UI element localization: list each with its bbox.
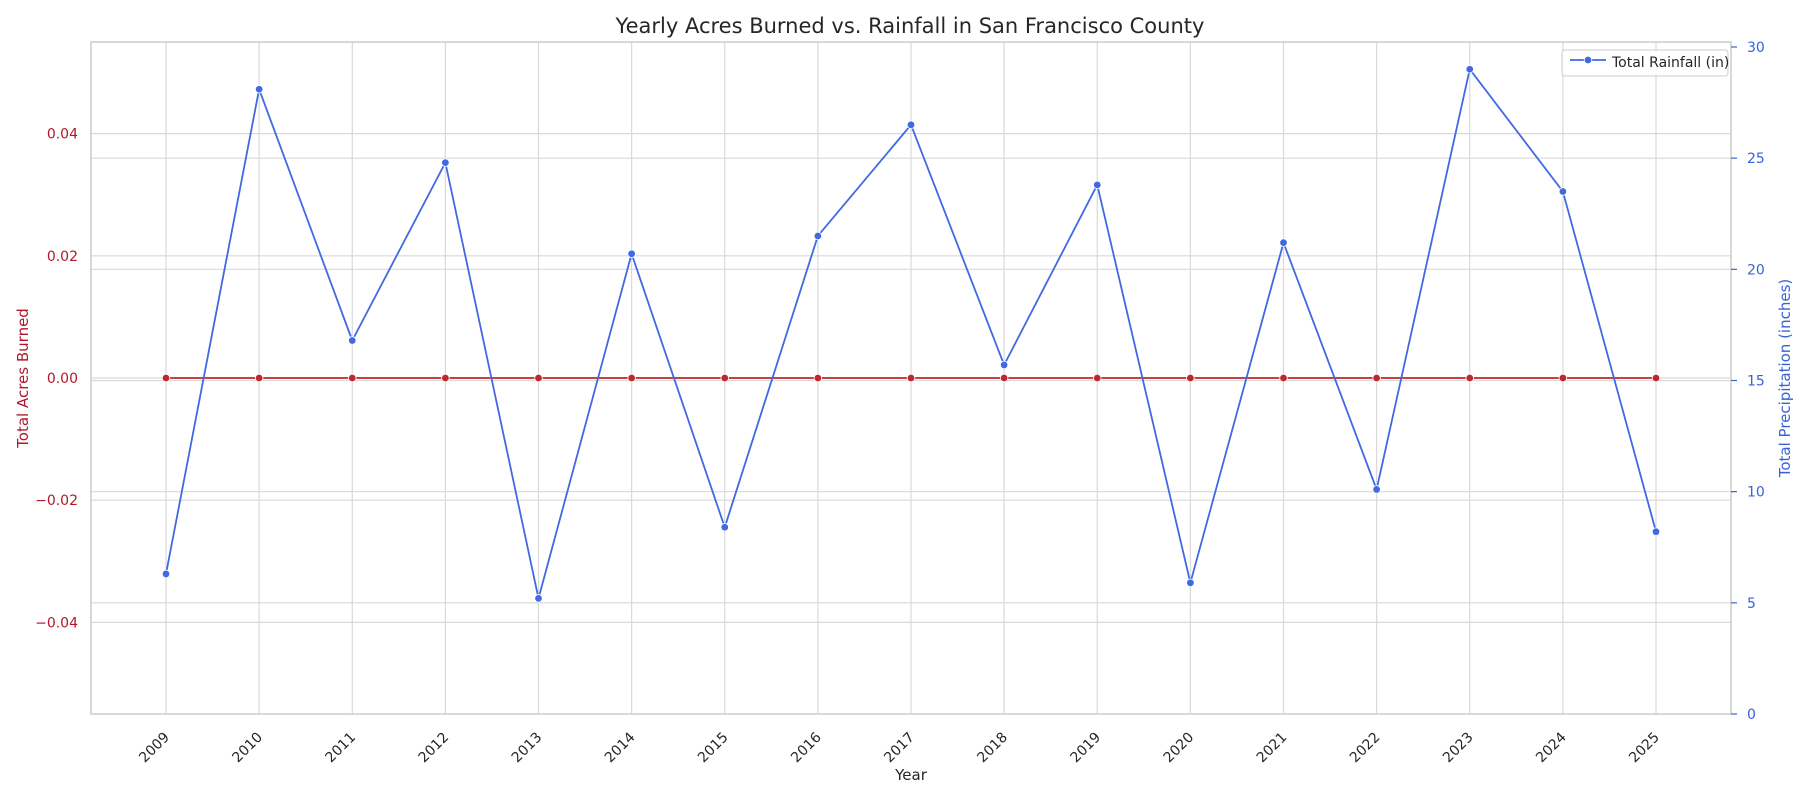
data-point-total-rainfall-2024 [1558, 187, 1568, 196]
data-point-total-rainfall-2020 [1186, 578, 1195, 588]
x-axis-label: Year [894, 766, 928, 784]
y-left-tick-label-0: −0.04 [35, 615, 78, 631]
data-point-total-rainfall-2013 [534, 594, 543, 603]
data-point-acres-burned-2025 [1651, 373, 1661, 383]
y-right-axis-ticks: 0 5 10 15 20 25 30 [1731, 40, 1765, 723]
legend-box [1561, 49, 1729, 77]
data-point-acres-burned-2012 [441, 373, 450, 383]
y-right-tick-label-3: 15 [1747, 374, 1765, 390]
y-left-tick-label-3: 0.02 [47, 249, 78, 265]
y-right-tick-label-5: 25 [1747, 151, 1765, 167]
legend: Total Rainfall (in) [1561, 49, 1729, 77]
data-point-total-rainfall-2010 [254, 85, 264, 94]
data-point-total-rainfall-2022 [1372, 485, 1381, 494]
y-left-axis-label: Total Acres Burned [14, 308, 32, 449]
data-point-total-rainfall-2011 [348, 336, 357, 345]
series-total-rainfall [161, 65, 1661, 603]
y-right-axis-label: Total Precipitation (inches) [1776, 279, 1794, 479]
data-point-acres-burned-2011 [348, 373, 357, 383]
data-point-acres-burned-2010 [254, 373, 264, 383]
data-point-total-rainfall-2025 [1651, 527, 1661, 536]
data-point-acres-burned-2017 [906, 373, 916, 383]
series-acres-burned [161, 373, 1661, 383]
data-point-acres-burned-2021 [1279, 373, 1288, 383]
y-left-tick-label-1: −0.02 [35, 493, 78, 509]
data-point-total-rainfall-2015 [720, 523, 729, 532]
data-point-acres-burned-2024 [1558, 373, 1568, 383]
legend-label-rainfall: Total Rainfall (in) [1611, 55, 1729, 71]
data-point-total-rainfall-2012 [441, 158, 450, 167]
data-point-total-rainfall-2014 [627, 249, 636, 258]
y-left-tick-label-2: 0.00 [47, 371, 78, 387]
data-point-acres-burned-2020 [1186, 373, 1195, 383]
data-point-acres-burned-2023 [1465, 373, 1474, 383]
data-point-acres-burned-2022 [1372, 373, 1381, 383]
y-right-tick-label-0: 0 [1747, 707, 1756, 723]
data-point-total-rainfall-2018 [999, 360, 1009, 370]
data-point-total-rainfall-2009 [161, 569, 171, 579]
data-point-acres-burned-2013 [534, 373, 543, 383]
data-point-total-rainfall-2019 [1093, 180, 1102, 190]
data-point-total-rainfall-2017 [906, 120, 916, 130]
y-right-tick-label-2: 10 [1747, 485, 1765, 501]
legend-marker-rainfall [1583, 55, 1593, 65]
data-point-acres-burned-2015 [720, 373, 729, 383]
data-point-acres-burned-2019 [1093, 373, 1102, 383]
y-left-axis-ticks: −0.04 −0.02 0.00 0.02 0.04 [35, 127, 78, 632]
y-right-tick-label-6: 30 [1747, 40, 1765, 56]
y-left-tick-label-4: 0.04 [47, 127, 78, 143]
chart-title: Yearly Acres Burned vs. Rainfall in San … [615, 14, 1205, 38]
data-point-acres-burned-2018 [999, 373, 1009, 383]
data-point-total-rainfall-2023 [1465, 65, 1474, 74]
plot-frame [90, 41, 1732, 715]
data-point-total-rainfall-2016 [813, 231, 823, 241]
data-point-acres-burned-2009 [161, 373, 171, 383]
data-point-total-rainfall-2021 [1279, 238, 1288, 247]
y-right-tick-label-4: 20 [1747, 262, 1765, 278]
data-point-acres-burned-2014 [627, 373, 636, 383]
data-point-acres-burned-2016 [813, 373, 823, 383]
y-right-tick-label-1: 5 [1747, 596, 1756, 612]
